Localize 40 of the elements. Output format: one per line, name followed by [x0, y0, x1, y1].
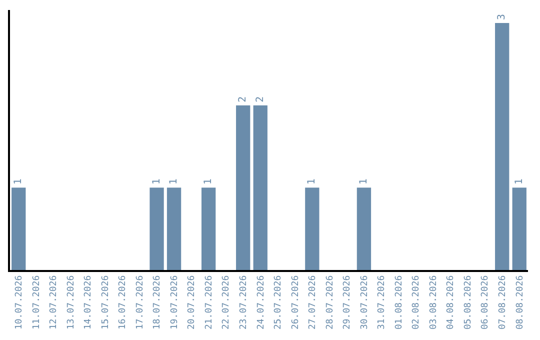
x-tick-label: 23.07.2026	[239, 275, 250, 330]
x-tick-label: 17.07.2026	[135, 275, 146, 330]
x-tick-label: 06.08.2026	[480, 275, 491, 330]
data-label: 3	[496, 14, 508, 20]
x-tick-label: 16.07.2026	[118, 275, 128, 330]
x-tick-label: 11.07.2026	[32, 275, 42, 330]
x-tick-label: 29.07.2026	[342, 275, 353, 330]
x-tick-label: 13.07.2026	[66, 275, 76, 330]
x-tick-label: 03.08.2026	[428, 275, 439, 330]
data-label: 1	[306, 178, 318, 185]
data-label: 1	[203, 178, 214, 185]
x-tick-label: 20.07.2026	[187, 275, 198, 330]
x-tick-label: 28.07.2026	[325, 275, 336, 330]
x-tick-label: 22.07.2026	[222, 275, 232, 330]
x-tick-label: 31.07.2026	[377, 275, 388, 330]
x-tick-label: 30.07.2026	[360, 275, 370, 330]
x-tick-label: 27.07.2026	[308, 275, 318, 330]
x-tick-label: 14.07.2026	[84, 275, 94, 330]
x-tick-label: 18.07.2026	[152, 275, 163, 330]
x-tick-label: 07.08.2026	[498, 275, 508, 330]
data-label: 1	[358, 178, 370, 185]
data-label: 1	[151, 178, 162, 185]
x-tick-label: 21.07.2026	[204, 275, 214, 330]
data-label: 1	[514, 178, 525, 185]
x-tick-label: 24.07.2026	[256, 275, 266, 330]
x-tick-label: 01.08.2026	[394, 275, 404, 330]
x-tick-label: 26.07.2026	[290, 275, 301, 330]
x-tick-label: 19.07.2026	[170, 275, 180, 330]
x-tick-label: 05.08.2026	[463, 275, 474, 330]
x-tick-label: 04.08.2026	[446, 275, 456, 330]
data-label: 1	[13, 178, 24, 185]
data-label: 1	[168, 178, 180, 185]
x-tick-label: 25.07.2026	[274, 275, 284, 330]
x-tick-label: 15.07.2026	[100, 275, 111, 330]
x-tick-label: 08.08.2026	[515, 275, 526, 330]
x-tick-label: 12.07.2026	[49, 275, 60, 330]
data-label: 2	[238, 96, 249, 102]
x-tick-label: 10.07.2026	[14, 275, 25, 330]
data-label: 2	[254, 96, 266, 102]
x-tick-label: 02.08.2026	[412, 275, 422, 330]
